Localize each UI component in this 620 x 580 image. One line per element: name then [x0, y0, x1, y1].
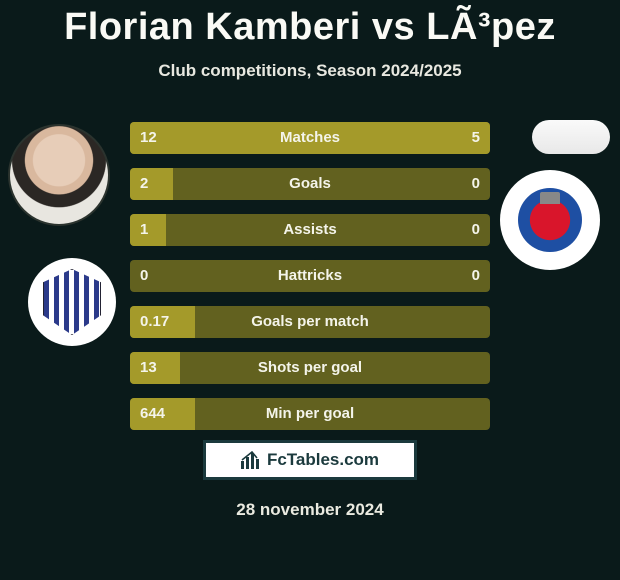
footer-date: 28 november 2024 [0, 500, 620, 520]
club-left-crest [28, 258, 116, 346]
brand-label: FcTables.com [267, 450, 379, 470]
stat-value-right: 0 [472, 260, 480, 292]
stat-row: 0.17 Goals per match [130, 306, 490, 338]
stat-row: 1 Assists 0 [130, 214, 490, 246]
club-left-crest-shape [43, 269, 101, 335]
stat-label: Matches [130, 122, 490, 154]
brand-badge[interactable]: FcTables.com [203, 440, 417, 480]
bar-chart-icon [241, 451, 261, 469]
stat-value-right: 0 [472, 214, 480, 246]
stat-row: 13 Shots per goal [130, 352, 490, 384]
stat-label: Goals per match [130, 306, 490, 338]
player-left-avatar [8, 124, 110, 226]
stat-value-right: 0 [472, 168, 480, 200]
stat-value-right: 5 [472, 122, 480, 154]
stat-row: 644 Min per goal [130, 398, 490, 430]
stat-row: 12 Matches 5 [130, 122, 490, 154]
stat-label: Shots per goal [130, 352, 490, 384]
stat-label: Min per goal [130, 398, 490, 430]
stat-label: Hattricks [130, 260, 490, 292]
stat-label: Assists [130, 214, 490, 246]
club-right-crest [500, 170, 600, 270]
stat-row: 0 Hattricks 0 [130, 260, 490, 292]
stat-label: Goals [130, 168, 490, 200]
page-title: Florian Kamberi vs LÃ³pez [0, 0, 620, 49]
club-right-crest-shape [518, 188, 582, 252]
comparison-rows: 12 Matches 5 2 Goals 0 1 Assists 0 0 Hat… [130, 122, 490, 444]
country-pill-right [532, 120, 610, 154]
subtitle: Club competitions, Season 2024/2025 [0, 61, 620, 81]
stat-row: 2 Goals 0 [130, 168, 490, 200]
